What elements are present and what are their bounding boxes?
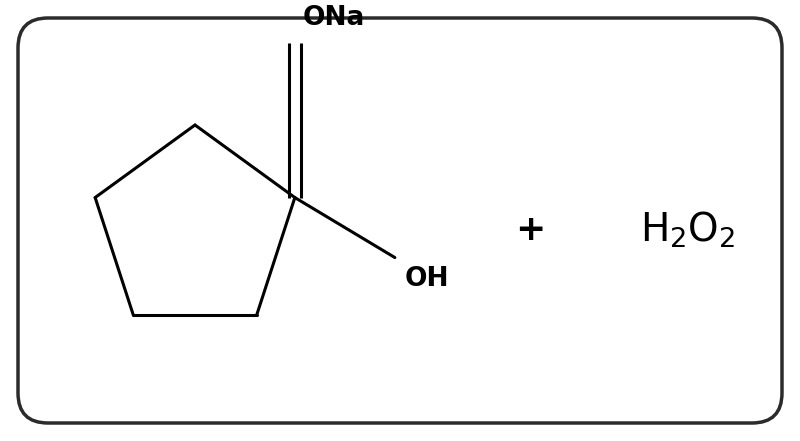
- Text: ONa: ONa: [303, 4, 366, 30]
- FancyBboxPatch shape: [18, 18, 782, 423]
- Text: OH: OH: [405, 265, 450, 292]
- Text: +: +: [515, 213, 545, 247]
- Text: $\mathregular{H_2O_2}$: $\mathregular{H_2O_2}$: [640, 210, 735, 250]
